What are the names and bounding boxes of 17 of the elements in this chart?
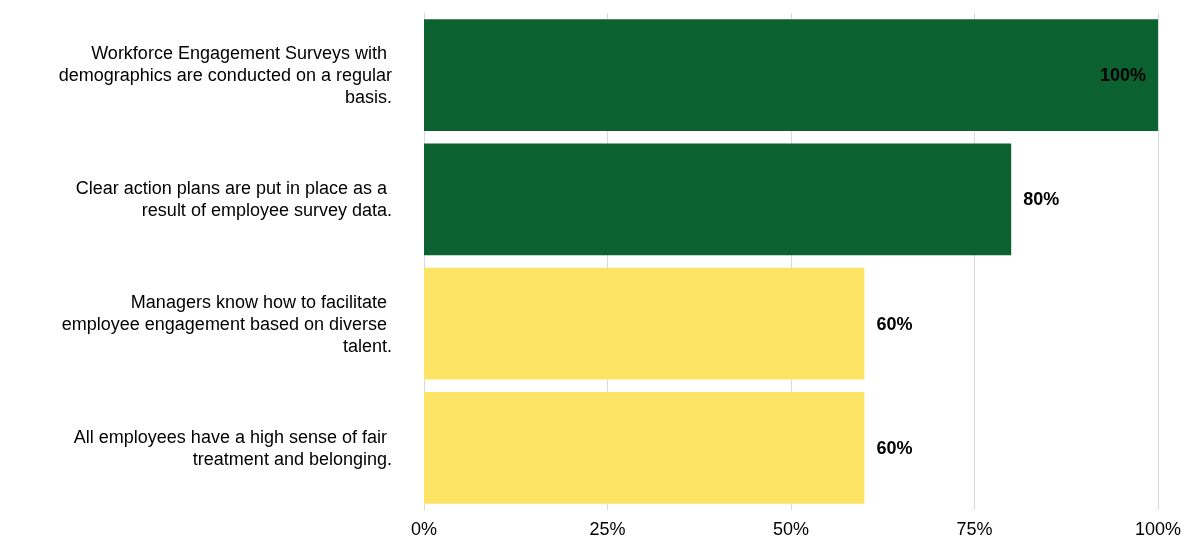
- y-tick-label: Clear action plans are put in place as a result of employee survey data.: [75, 178, 392, 221]
- y-tick-label: Workforce Engagement Surveys with demographics are conducted on a regular basis.: [58, 43, 392, 108]
- bar: [424, 267, 865, 380]
- data-label: 80%: [1023, 189, 1060, 210]
- data-label: 100%: [1099, 65, 1146, 86]
- x-tick-label: 50%: [772, 519, 810, 539]
- x-tick-label: 0%: [410, 519, 438, 539]
- x-tick-label: 100%: [1134, 519, 1181, 539]
- bar: [424, 19, 1158, 132]
- x-tick-label: 25%: [589, 519, 626, 539]
- y-tick-label: Managers know how to facilitate employee engagement based on diverse talent.: [61, 291, 392, 356]
- bar: [424, 143, 1012, 256]
- x-tick-label: 75%: [956, 519, 993, 539]
- y-tick-label: All employees have a high sense of fair treatment and belonging.: [73, 426, 392, 469]
- bar: [424, 391, 865, 504]
- data-label: 60%: [876, 437, 913, 458]
- data-label: 60%: [876, 313, 913, 334]
